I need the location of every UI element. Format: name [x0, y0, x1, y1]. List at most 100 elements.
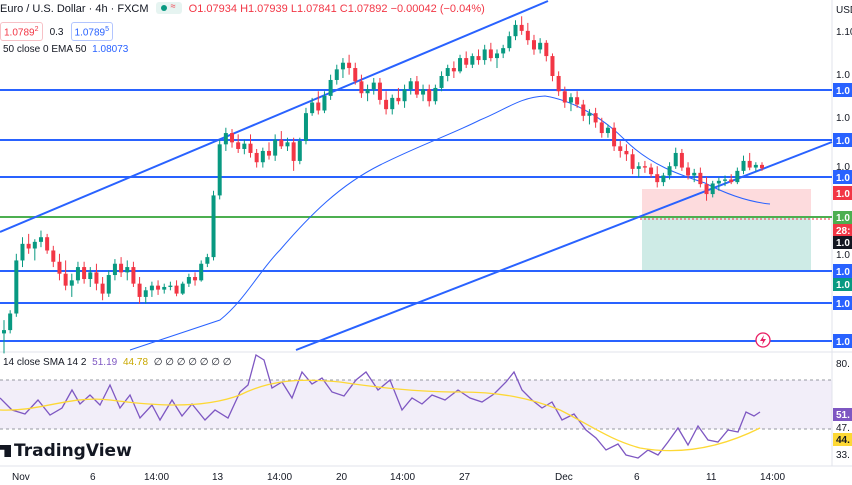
price-axis[interactable]: USD 1.10 1.0 1.0 1.0 1.0 [836, 5, 852, 261]
x-tick-1400-b: 14:00 [267, 472, 292, 483]
rsi-label: 14 close SMA 14 2 [3, 357, 87, 368]
badge-level-3-text: 1.0 [836, 173, 850, 184]
candle-body [642, 166, 647, 168]
ema-label: 50 close 0 EMA 50 [3, 44, 87, 55]
candle-body [679, 152, 684, 168]
stop-loss-zone[interactable] [642, 189, 811, 217]
take-profit-zone[interactable] [642, 217, 811, 271]
ohlc-low: L1.07841 [290, 3, 337, 15]
buy-button[interactable]: 1.07895 [70, 22, 114, 42]
candle-body [550, 56, 555, 76]
candle-body [38, 237, 43, 242]
candle-body [82, 267, 87, 280]
candle-body [544, 42, 549, 57]
candle-body [205, 257, 210, 264]
candle-body [285, 142, 290, 147]
candle-body [353, 68, 358, 82]
candle-body [760, 164, 764, 169]
candle-body [310, 102, 315, 114]
candle-body [723, 179, 728, 181]
badge-green [833, 211, 852, 224]
candle-body [716, 180, 721, 184]
spread-value: 0.3 [49, 27, 64, 39]
candle-body [20, 243, 25, 261]
candle-body [297, 141, 302, 161]
candle-body [488, 49, 493, 59]
market-status-icon[interactable]: ≈ [155, 1, 182, 15]
candle-body [248, 143, 253, 153]
candle-body [63, 273, 68, 286]
badge-level-1 [833, 83, 852, 97]
candle-body [45, 237, 50, 251]
rsi-sma-line [0, 379, 761, 452]
header-row-1: Euro / U.S. Dollar · 4h · FXCM ≈ O1.0793… [0, 1, 485, 15]
candle-body [100, 283, 105, 294]
badge-ema-text: 1.0 [836, 238, 850, 249]
candle-body [470, 56, 475, 65]
x-tick-11: 11 [706, 472, 717, 483]
candle-body [673, 152, 678, 167]
badge-level-6-text: 1.0 [836, 337, 850, 348]
candle-body [618, 146, 623, 151]
badge-sl [833, 186, 852, 200]
sell-button[interactable]: 1.07892 [0, 22, 43, 42]
trendline-lower[interactable] [295, 141, 833, 351]
ema-50-line [129, 95, 771, 351]
candle-body [451, 68, 456, 72]
badge-level-1-text: 1.0 [836, 86, 850, 97]
ema-value: 1.08073 [92, 44, 129, 55]
candle-body [316, 102, 321, 111]
candle-body [661, 175, 666, 183]
sell-price: 1.0789 [4, 27, 35, 39]
candle-body [704, 184, 709, 195]
candle-body [217, 144, 222, 196]
candle-body [556, 75, 561, 92]
trendline-upper[interactable] [0, 0, 549, 233]
candle-body [223, 133, 228, 145]
badge-level-3 [833, 170, 852, 184]
rsi-placeholders: ∅ ∅ ∅ ∅ ∅ ∅ ∅ [153, 357, 232, 368]
candle-body [630, 154, 635, 169]
rsi-axis[interactable]: 80. 51. 47. 44. 33. [833, 359, 852, 461]
ohlc-change: −0.00042 (−0.04%) [390, 3, 485, 15]
time-axis[interactable]: Nov 6 14:00 13 14:00 20 14:00 27 Dec 6 1… [12, 472, 785, 483]
event-icon[interactable] [755, 332, 771, 348]
candle-body [408, 81, 413, 90]
candle-body [168, 285, 173, 287]
candle-body [75, 267, 80, 281]
candle-body [735, 170, 740, 183]
badge-tp [833, 278, 852, 291]
candle-body [193, 277, 198, 281]
candle-body [149, 285, 154, 291]
rsi-legend[interactable]: 14 close SMA 14 2 51.19 44.78 ∅ ∅ ∅ ∅ ∅ … [3, 357, 231, 368]
candle-body [365, 89, 370, 94]
candle-body [390, 97, 395, 110]
y-tick-2: 1.0 [836, 113, 850, 124]
badge-countdown-text: 28: [836, 226, 850, 237]
candle-body [686, 167, 691, 176]
candle-body [414, 81, 419, 95]
ohlc-open: O1.07934 [188, 3, 237, 15]
candle-body [254, 152, 259, 163]
candle-body [636, 166, 641, 169]
candle-body [433, 87, 438, 102]
badge-green-text: 1.0 [836, 213, 850, 224]
badge-tp-text: 1.0 [836, 280, 850, 291]
rsi-band [0, 380, 832, 429]
rsi-tick-47: 47. [836, 423, 850, 434]
badge-level-5-text: 1.0 [836, 299, 850, 310]
candle-body [291, 142, 296, 161]
candle-body [359, 81, 364, 94]
candle-body [396, 97, 401, 102]
ema-legend[interactable]: 50 close 0 EMA 50 1.08073 [3, 44, 128, 55]
symbol-title[interactable]: Euro / U.S. Dollar · 4h · FXCM [0, 3, 149, 15]
candle-body [667, 166, 672, 176]
tradingview-logo[interactable]: TradingView [0, 441, 132, 461]
y-tick-3: 1.0 [836, 162, 850, 173]
candle-body [156, 285, 161, 290]
buy-price-sup: 5 [105, 26, 110, 33]
candle-body [14, 260, 19, 314]
candle-body [427, 89, 432, 102]
